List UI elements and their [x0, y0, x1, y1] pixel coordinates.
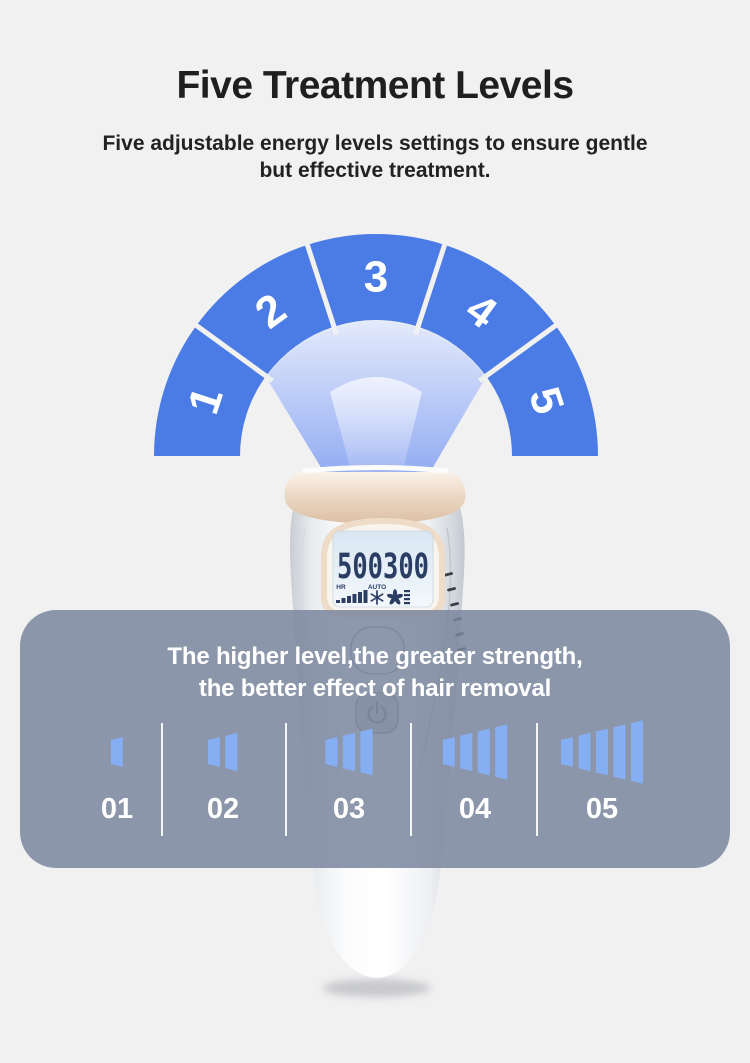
arc-segment-label: 3: [364, 253, 388, 302]
level-bar: [208, 737, 221, 767]
level-label: 03: [332, 793, 366, 825]
panel-divider: [536, 723, 538, 836]
level-bar: [442, 737, 455, 767]
lcd-label-hr: HR: [336, 584, 346, 591]
level-bars-icon: [442, 724, 508, 780]
arc-gap: [188, 318, 274, 383]
level-label: 05: [585, 793, 619, 825]
level-bar: [110, 737, 123, 767]
page-subtitle: Five adjustable energy levels settings t…: [0, 130, 750, 184]
level-group-03: 03: [325, 719, 373, 825]
level-arc-gaps: [188, 236, 564, 383]
lcd-intensity-bars-icon: [336, 590, 368, 603]
level-bar: [561, 737, 573, 767]
lcd-level-dashes-icon: [404, 590, 410, 605]
page-subtitle-line2: but effective treatment.: [259, 159, 491, 182]
arc-segment-4: [418, 244, 556, 377]
lcd-screen: [332, 530, 434, 608]
level-label: 02: [206, 793, 240, 825]
arc-segment-3: [307, 234, 445, 327]
arc-gap: [302, 236, 339, 336]
level-group-05: 05: [561, 719, 643, 824]
level-bar: [613, 724, 626, 780]
flash-beam-core: [330, 377, 422, 474]
lamp-rim: [302, 465, 449, 474]
level-bar: [343, 732, 355, 772]
level-bar: [477, 728, 490, 776]
lcd-snowflake-icon: [370, 590, 384, 605]
level-arc: [154, 234, 598, 456]
panel-divider: [161, 723, 163, 836]
level-bar: [495, 724, 508, 780]
arc-segment-2: [196, 244, 334, 377]
level-label: 01: [100, 793, 134, 825]
level-bar: [578, 732, 591, 772]
level-label: 04: [458, 793, 492, 825]
panel-divider: [410, 723, 412, 836]
device-shadow: [323, 979, 431, 997]
level-bar: [596, 728, 608, 776]
level-bar: [631, 720, 643, 784]
level-bars-icon: [110, 737, 123, 767]
panel-heading-line2: the better effect of hair removal: [198, 675, 552, 702]
arc-gap: [478, 318, 564, 383]
panel-heading-line1: The higher level,the greater strength,: [167, 643, 583, 670]
panel-divider: [285, 723, 287, 836]
level-bar: [460, 732, 473, 772]
page-subtitle-line1: Five adjustable energy levels settings t…: [102, 132, 648, 155]
lcd-label-auto: AUTO: [368, 584, 386, 591]
arc-gap: [413, 236, 450, 336]
level-bar: [360, 728, 373, 776]
level-bars-icon: [561, 720, 643, 784]
level-group-04: 04: [442, 719, 508, 825]
level-bars-icon: [325, 728, 373, 776]
info-panel: The higher level,the greater strength, t…: [20, 610, 730, 868]
level-group-01: 01: [101, 719, 133, 824]
level-bar: [325, 737, 338, 767]
device-cap: [284, 472, 466, 524]
level-bar: [225, 732, 238, 772]
panel-heading: The higher level,the greater strength, t…: [20, 641, 730, 705]
lcd-counter: 500300: [337, 547, 429, 587]
level-bars-icon: [208, 732, 238, 772]
lcd-fan-icon: [386, 589, 404, 605]
page-title: Five Treatment Levels: [176, 64, 574, 107]
level-group-02: 02: [207, 719, 239, 824]
